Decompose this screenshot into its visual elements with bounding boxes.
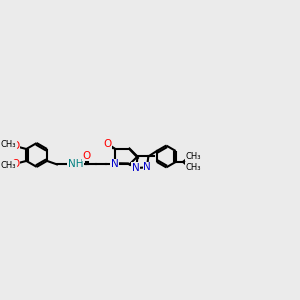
Text: CH₃: CH₃ bbox=[1, 140, 16, 149]
Text: CH₃: CH₃ bbox=[186, 163, 201, 172]
Text: O: O bbox=[11, 141, 20, 151]
Text: N: N bbox=[143, 162, 151, 172]
Text: NH: NH bbox=[68, 159, 83, 170]
Text: CH₃: CH₃ bbox=[186, 152, 201, 161]
Text: O: O bbox=[103, 139, 111, 148]
Text: O: O bbox=[11, 159, 20, 169]
Text: CH₃: CH₃ bbox=[1, 161, 16, 170]
Text: N: N bbox=[132, 163, 140, 173]
Text: N: N bbox=[111, 159, 119, 170]
Text: O: O bbox=[82, 151, 90, 161]
